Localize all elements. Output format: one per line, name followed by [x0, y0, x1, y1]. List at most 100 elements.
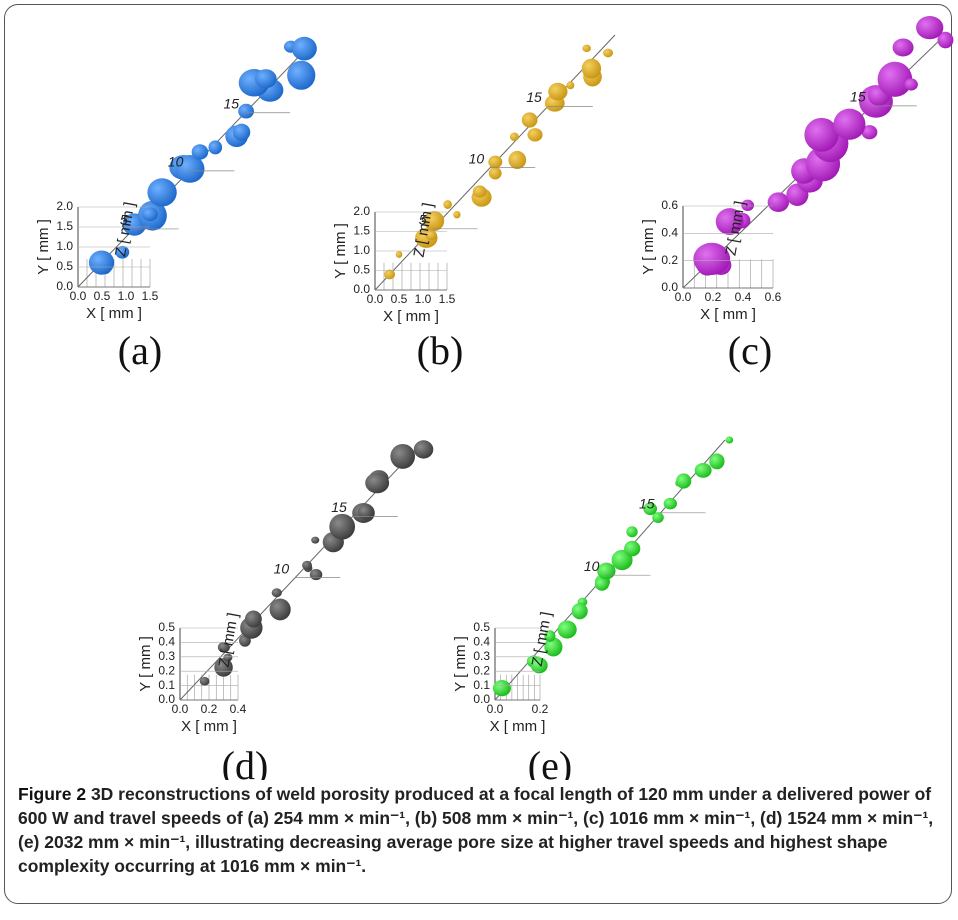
x-tick-label: 0.4	[230, 702, 247, 716]
pore	[255, 69, 277, 88]
y-tick-label: 0.3	[473, 649, 490, 663]
x-tick-label: 0.0	[487, 702, 504, 716]
y-tick-label: 0.5	[473, 620, 490, 634]
pore	[384, 269, 395, 279]
pore	[147, 178, 176, 206]
y-tick-label: 0.4	[473, 635, 490, 649]
pore	[510, 132, 519, 141]
y-tick-label: 0.2	[473, 663, 490, 677]
z-tick-label: 10	[274, 560, 290, 576]
pore	[414, 440, 434, 458]
pore	[768, 192, 789, 212]
y-axis-label: Y [ mm ]	[640, 219, 657, 275]
pore	[493, 680, 511, 696]
y-axis-label: Y [ mm ]	[452, 636, 469, 692]
y-axis-label: Y [ mm ]	[332, 223, 349, 279]
panel-label: (e)	[528, 743, 572, 780]
y-tick-label: 0.2	[158, 663, 175, 677]
pore	[488, 156, 502, 168]
pore	[548, 83, 567, 101]
pore	[676, 473, 691, 488]
x-axis-label: X [ mm ]	[383, 308, 439, 325]
x-tick-label: 0.6	[765, 290, 782, 304]
y-tick-label: 0.5	[353, 263, 370, 277]
pore	[238, 104, 254, 119]
panel-label: (c)	[728, 328, 772, 373]
pore	[200, 677, 210, 686]
pore	[603, 49, 613, 58]
z-axis-label: Z [ mm ]	[216, 611, 242, 668]
z-tick-label: 15	[639, 496, 655, 512]
z-tick-label: 15	[850, 89, 866, 105]
y-tick-label: 0.1	[158, 678, 175, 692]
x-tick-label: 0.5	[391, 292, 408, 306]
x-tick-label: 0.0	[367, 292, 384, 306]
pore	[287, 61, 315, 90]
x-axis-label: X [ mm ]	[86, 305, 142, 322]
z-tick-label: 15	[223, 95, 239, 111]
pore	[804, 118, 838, 152]
pore	[508, 151, 526, 169]
pore	[396, 251, 403, 258]
x-tick-label: 0.4	[735, 290, 752, 304]
pore	[893, 38, 914, 56]
x-tick-label: 0.0	[172, 702, 189, 716]
pore	[527, 128, 542, 141]
panel-label: (b)	[417, 328, 464, 373]
x-tick-label: 1.0	[118, 289, 135, 303]
y-tick-label: 0.1	[473, 678, 490, 692]
pore	[89, 250, 114, 274]
y-tick-label: 0.3	[158, 649, 175, 663]
pore	[142, 207, 158, 221]
pore	[192, 144, 209, 159]
pore	[624, 541, 640, 557]
pore	[582, 59, 601, 79]
y-tick-label: 1.5	[56, 219, 73, 233]
pore	[310, 569, 323, 580]
pore	[595, 577, 609, 590]
pore	[473, 185, 487, 197]
pore	[916, 16, 943, 39]
x-tick-label: 0.5	[94, 289, 111, 303]
pore	[695, 463, 712, 478]
x-tick-label: 0.0	[70, 289, 87, 303]
y-tick-label: 0.6	[661, 198, 678, 212]
pore	[270, 599, 291, 621]
x-tick-label: 1.5	[142, 289, 159, 303]
x-tick-label: 0.2	[201, 702, 218, 716]
pore	[390, 444, 415, 469]
x-tick-label: 1.5	[439, 292, 456, 306]
pore	[365, 473, 389, 494]
y-tick-label: 0.5	[56, 259, 73, 273]
x-axis-label: X [ mm ]	[181, 718, 237, 735]
pore	[582, 45, 591, 52]
pore	[905, 78, 918, 90]
pore	[292, 37, 317, 61]
panel-label: (a)	[118, 328, 162, 373]
pore	[558, 621, 577, 639]
x-tick-label: 1.0	[415, 292, 432, 306]
y-tick-label: 1.0	[353, 243, 370, 257]
y-tick-label: 1.5	[353, 224, 370, 238]
pore	[489, 167, 502, 179]
pore	[709, 453, 724, 469]
pore	[358, 505, 373, 520]
pore	[245, 610, 262, 627]
y-tick-label: 0.4	[158, 635, 175, 649]
figure: 0.00.51.01.52.00.00.51.01.551015Y [ mm ]…	[0, 0, 958, 780]
caption-label: Figure 2	[18, 784, 86, 804]
pore	[443, 200, 452, 209]
y-tick-label: 0.5	[158, 620, 175, 634]
pore	[597, 563, 615, 580]
x-axis-label: X [ mm ]	[700, 306, 756, 323]
z-tick-label: 10	[469, 150, 485, 166]
pore	[311, 537, 319, 544]
y-tick-label: 0.4	[661, 226, 678, 240]
y-tick-label: 2.0	[56, 199, 73, 213]
y-axis-label: Y [ mm ]	[35, 219, 52, 275]
x-axis-label: X [ mm ]	[490, 718, 546, 735]
